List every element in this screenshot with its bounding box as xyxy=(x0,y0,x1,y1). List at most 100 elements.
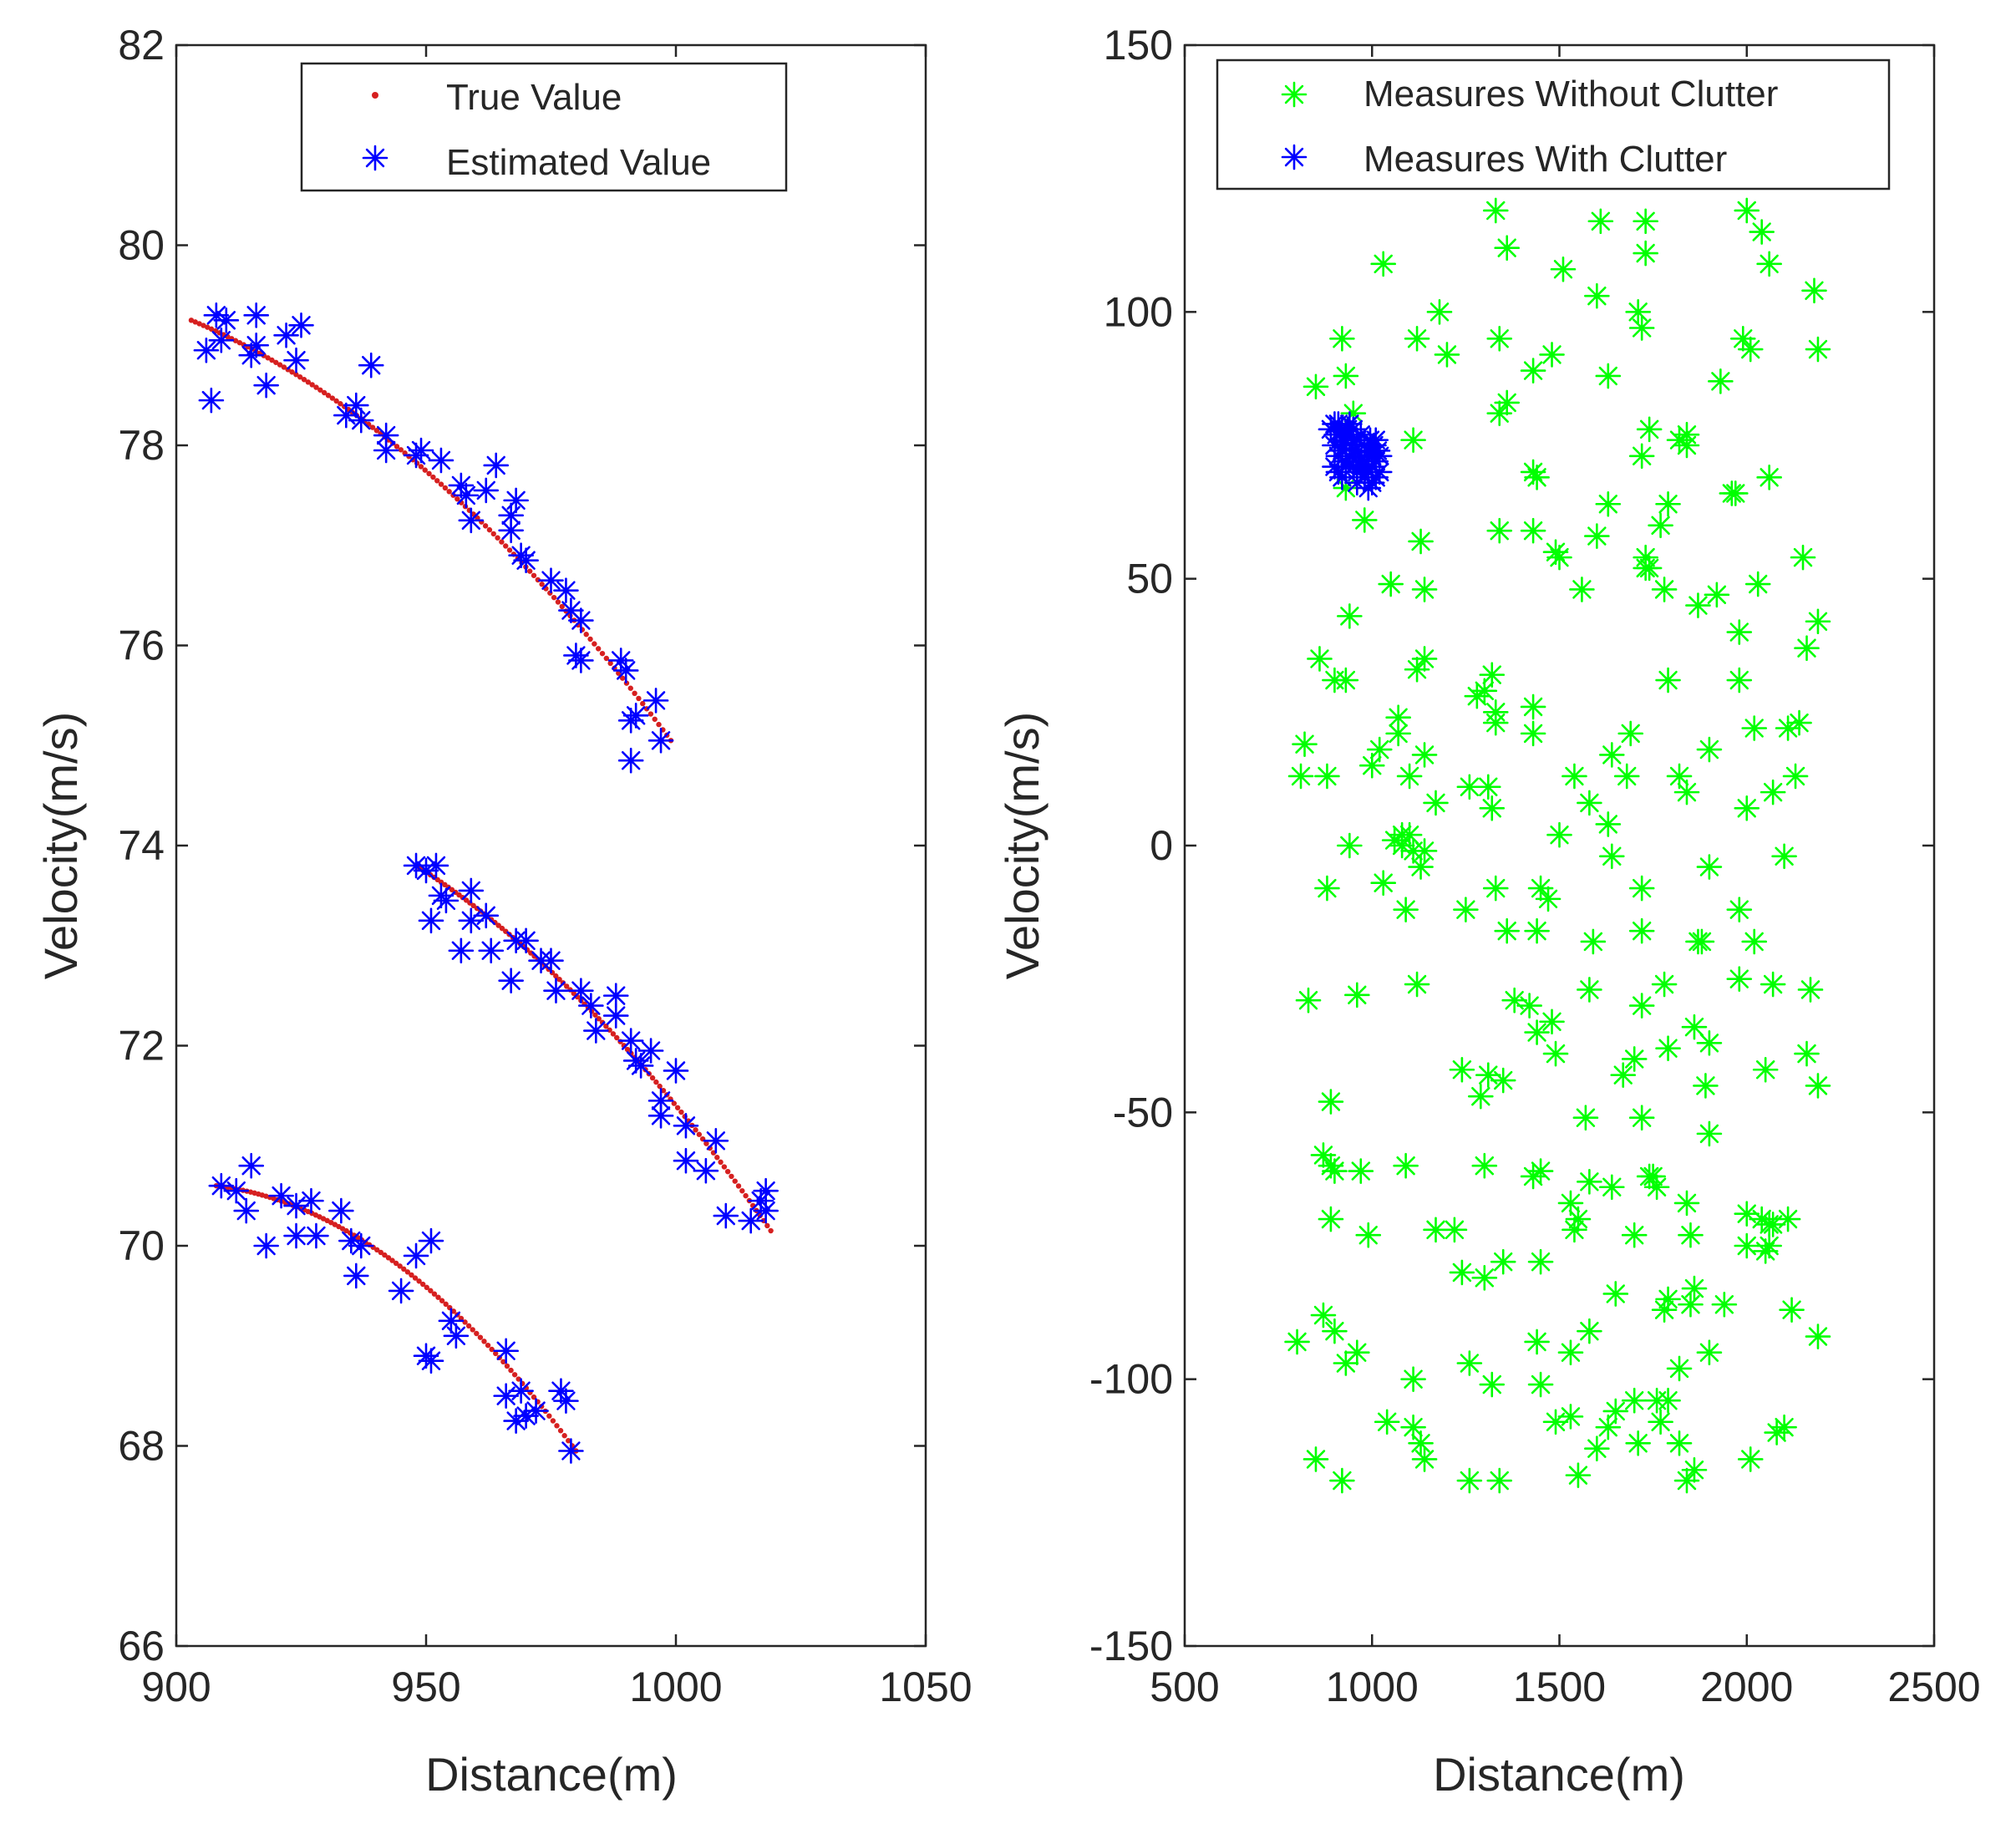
without-clutter-point xyxy=(1303,1446,1329,1472)
true-value-point xyxy=(338,401,343,407)
true-value-point xyxy=(739,1188,745,1194)
without-clutter-point xyxy=(1678,1222,1704,1248)
estimated-value-point xyxy=(343,392,369,419)
without-clutter-point xyxy=(1655,1387,1681,1414)
without-clutter-point xyxy=(1726,897,1753,922)
estimated-value-point xyxy=(543,978,569,1003)
estimated-value-point xyxy=(273,322,299,348)
true-value-point xyxy=(718,1159,724,1166)
estimated-value-point xyxy=(498,517,524,544)
without-clutter-point xyxy=(1625,1430,1651,1456)
true-value-point xyxy=(485,1342,491,1349)
true-value-point xyxy=(289,369,295,375)
without-clutter-point xyxy=(1693,1073,1719,1099)
estimated-value-point xyxy=(388,1278,414,1304)
without-clutter-point xyxy=(1752,1056,1779,1083)
without-clutter-point xyxy=(1613,763,1640,790)
without-clutter-point xyxy=(1295,987,1322,1014)
without-clutter-point xyxy=(1673,1190,1700,1217)
without-clutter-point xyxy=(1625,299,1651,325)
estimated-value-point xyxy=(622,703,649,729)
estimated-value-point xyxy=(438,1308,465,1334)
true-value-point xyxy=(592,641,597,647)
without-clutter-point xyxy=(1565,1206,1592,1232)
without-clutter-point xyxy=(1393,1152,1419,1179)
true-value-point xyxy=(486,526,493,533)
estimated-value-point xyxy=(343,1262,369,1289)
estimated-value-point xyxy=(553,1388,579,1414)
right-y-tick-label: -150 xyxy=(1089,1623,1173,1669)
without-clutter-point xyxy=(1475,1062,1501,1088)
true-value-point xyxy=(587,636,593,643)
estimated-value-point xyxy=(458,877,485,904)
true-value-point xyxy=(603,655,610,662)
without-clutter-point xyxy=(1524,1329,1550,1355)
without-clutter-point xyxy=(1577,790,1602,816)
true-value-point xyxy=(281,364,287,370)
without-clutter-point xyxy=(1786,709,1812,736)
estimated-value-point xyxy=(348,407,374,434)
without-clutter-point xyxy=(1370,251,1397,277)
true-value-point xyxy=(550,1418,556,1424)
true-value-point xyxy=(696,1131,703,1137)
estimated-value-point xyxy=(458,907,485,934)
without-clutter-point xyxy=(1617,720,1644,747)
true-value-point xyxy=(632,690,637,697)
right-ticks: 500 1000 1500 2000 2500 -150 -100 -50 0 50 100 150 xyxy=(1089,22,1981,1710)
without-clutter-point xyxy=(1479,1371,1506,1398)
without-clutter-point xyxy=(1704,582,1730,608)
true-value-point xyxy=(470,1327,475,1333)
without-clutter-point xyxy=(1539,342,1565,368)
right-x-tick-label: 2000 xyxy=(1700,1664,1793,1710)
true-value-point xyxy=(693,1127,698,1133)
estimated-value-point xyxy=(478,937,505,964)
without-clutter-point xyxy=(1490,1067,1516,1094)
without-clutter-point xyxy=(1562,763,1587,790)
without-clutter-point xyxy=(1329,1467,1355,1494)
true-value-point xyxy=(563,983,570,989)
without-clutter-point xyxy=(1494,389,1521,416)
right-y-axis-label: Velocity(m/s) xyxy=(996,712,1049,980)
without-clutter-point xyxy=(1292,731,1318,757)
true-value-point xyxy=(557,1428,564,1434)
without-clutter-point xyxy=(1577,1318,1602,1344)
true-value-point xyxy=(652,716,658,722)
without-clutter-point xyxy=(1355,1222,1382,1248)
true-value-point xyxy=(412,1275,419,1281)
estimated-value-point xyxy=(443,1323,470,1349)
estimated-value-point xyxy=(243,302,269,328)
without-clutter-point xyxy=(1633,555,1658,582)
right-x-tick-label: 1000 xyxy=(1326,1664,1419,1710)
left-x-axis-label: Distance(m) xyxy=(425,1748,678,1801)
right-y-tick-label: 0 xyxy=(1150,822,1173,869)
true-value-point xyxy=(435,1294,441,1300)
true-value-point xyxy=(627,685,633,691)
without-clutter-point xyxy=(1756,251,1782,277)
true-value-point xyxy=(426,470,432,477)
without-clutter-point xyxy=(1318,1206,1344,1232)
true-value-point xyxy=(428,1288,434,1293)
true-value-point xyxy=(490,531,496,537)
left-y-tick-label: 76 xyxy=(118,622,165,669)
true-value-point xyxy=(450,1308,457,1314)
without-clutter-point xyxy=(1595,490,1622,517)
true-value-point xyxy=(531,572,537,578)
without-clutter-point xyxy=(1681,1014,1708,1040)
without-clutter-point xyxy=(1595,1414,1622,1440)
true-value-point xyxy=(481,1339,487,1344)
without-clutter-point xyxy=(1621,1387,1648,1414)
estimated-value-point xyxy=(483,452,510,479)
estimated-value-point xyxy=(283,347,309,373)
without-clutter-point xyxy=(1404,971,1430,998)
true-value-point xyxy=(624,1046,631,1053)
without-clutter-point xyxy=(1404,325,1430,352)
true-value-point xyxy=(329,395,335,401)
without-clutter-point xyxy=(1633,240,1658,267)
right-x-tick-label: 1500 xyxy=(1513,1664,1606,1710)
without-clutter-point xyxy=(1314,875,1340,902)
without-clutter-point xyxy=(1598,742,1625,768)
without-clutter-point xyxy=(1557,1404,1584,1430)
without-clutter-point xyxy=(1688,928,1715,955)
without-clutter-point xyxy=(1396,763,1423,790)
without-clutter-point xyxy=(1471,1265,1498,1291)
